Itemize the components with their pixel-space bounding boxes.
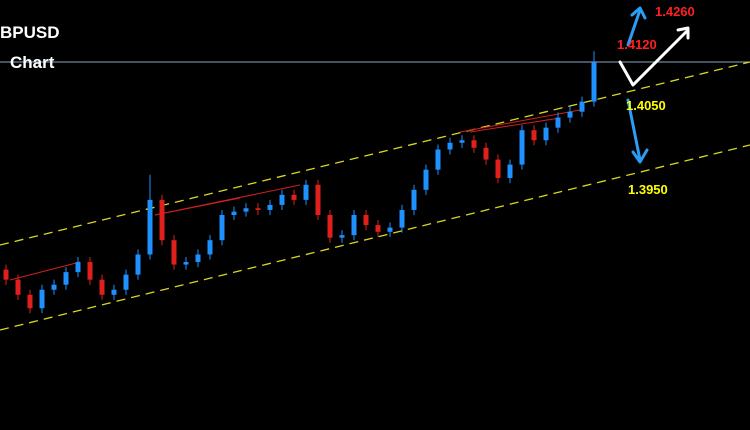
candle-body bbox=[195, 254, 201, 263]
candle-body bbox=[567, 111, 573, 118]
candle-body bbox=[411, 189, 417, 210]
candle-body bbox=[435, 149, 441, 170]
candle-body bbox=[3, 269, 9, 280]
candle-body bbox=[315, 184, 321, 215]
level-label: 1.4050 bbox=[626, 98, 666, 113]
candle-body bbox=[63, 272, 69, 285]
candle-body bbox=[543, 127, 549, 141]
candle-body bbox=[123, 274, 129, 290]
channel-upper bbox=[0, 61, 750, 246]
candle-body bbox=[147, 199, 153, 255]
trend-lines bbox=[9, 109, 581, 281]
candle-body bbox=[327, 215, 333, 238]
candle-body bbox=[363, 215, 369, 226]
candle-body bbox=[135, 254, 141, 275]
candle-body bbox=[279, 194, 285, 205]
candle-body bbox=[87, 262, 93, 280]
candle-body bbox=[219, 215, 225, 241]
candle-body bbox=[27, 294, 33, 309]
candle-body bbox=[171, 240, 177, 265]
candle-body bbox=[291, 194, 297, 200]
candle-body bbox=[399, 209, 405, 228]
channel-lower bbox=[0, 144, 750, 331]
candle-body bbox=[75, 262, 81, 273]
chart-subtitle: Chart bbox=[10, 53, 55, 72]
candle-body bbox=[531, 130, 537, 141]
candle-body bbox=[579, 101, 585, 112]
candle-body bbox=[423, 169, 429, 190]
candle-body bbox=[459, 140, 465, 143]
candle-body bbox=[375, 225, 381, 232]
candle-body bbox=[243, 208, 249, 212]
chart-title: BPUSD bbox=[0, 23, 60, 42]
candle-body bbox=[339, 235, 345, 238]
candle-body bbox=[99, 279, 105, 295]
candle-body bbox=[15, 279, 21, 295]
level-label: 1.3950 bbox=[628, 182, 668, 197]
candle-body bbox=[507, 164, 513, 179]
candle-body bbox=[267, 204, 273, 210]
candle-body bbox=[303, 184, 309, 200]
candle-body bbox=[255, 208, 261, 210]
candle-body bbox=[51, 284, 57, 290]
candle-body bbox=[447, 142, 453, 150]
candles bbox=[3, 51, 597, 314]
arrows bbox=[618, 6, 690, 164]
level-label: 1.4120 bbox=[617, 37, 657, 52]
candle-body bbox=[351, 215, 357, 236]
candle-body bbox=[483, 147, 489, 160]
target-label: 1.4260 bbox=[655, 4, 695, 19]
candle-body bbox=[387, 227, 393, 232]
candle-body bbox=[39, 289, 45, 309]
candle-body bbox=[207, 240, 213, 255]
candle-body bbox=[471, 140, 477, 148]
candle-body bbox=[183, 262, 189, 265]
candle-body bbox=[231, 211, 237, 215]
candle-body bbox=[555, 117, 561, 128]
candle-body bbox=[111, 289, 117, 295]
candle-body bbox=[591, 62, 597, 102]
candle-body bbox=[159, 199, 165, 241]
candle-body bbox=[495, 159, 501, 179]
candle-body bbox=[519, 130, 525, 165]
